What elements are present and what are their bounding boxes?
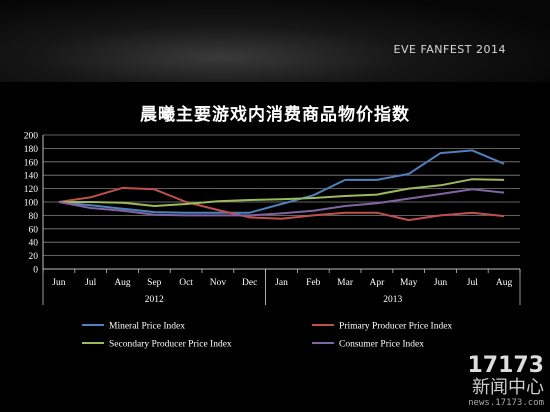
x-tick-label: Apr [370,278,386,288]
x-tick-label: Sep [147,278,162,288]
legend-label: Secondary Producer Price Index [109,340,232,350]
y-tick-label: 100 [24,199,39,209]
series-line [58,188,505,217]
y-tick-label: 120 [24,185,39,195]
series-line [58,178,505,207]
x-tick-label: Jun [434,278,447,288]
brand-logo: EVE FANFEST 2014 [393,43,506,56]
x-tick-label: Jul [85,278,96,288]
x-tick-label: Nov [210,278,227,288]
x-tick-label: Aug [114,278,131,288]
y-tick-label: 0 [33,266,38,276]
y-tick-label: 20 [29,252,39,262]
series-line [58,149,505,214]
legend-label: Mineral Price Index [109,322,185,332]
x-tick-label: Dec [242,278,257,288]
series-line [58,186,505,222]
x-tick-label: Feb [306,278,321,288]
x-tick-label: Aug [496,278,513,288]
x-tick-label: Oct [179,278,193,288]
y-tick-label: 200 [24,132,39,142]
watermark: 17173 新闻中心 news.17173.com [467,353,544,409]
y-tick-label: 60 [29,225,39,235]
year-group-label: 2012 [145,295,164,305]
y-tick-label: 160 [24,158,39,168]
chart-title: 晨曦主要游戏内消费商品物价指数 [140,105,410,125]
watermark-url: news.17173.com [468,398,544,408]
y-tick-label: 80 [29,212,39,222]
x-tick-label: Mar [337,278,354,288]
y-tick-label: 180 [24,145,39,155]
y-tick-label: 140 [24,172,39,182]
watermark-logo: 17173 [467,353,544,378]
y-tick-label: 40 [29,239,39,249]
header-banner: EVE FANFEST 2014 [0,0,550,82]
x-tick-label: Jul [467,278,478,288]
watermark-text: 新闻中心 [472,377,544,398]
x-tick-label: Jun [52,278,65,288]
x-tick-label: Jan [275,278,288,288]
legend-label: Consumer Price Index [339,340,424,350]
x-tick-label: May [400,278,418,288]
legend-label: Primary Producer Price Index [339,322,452,332]
year-group-label: 2013 [383,295,402,305]
